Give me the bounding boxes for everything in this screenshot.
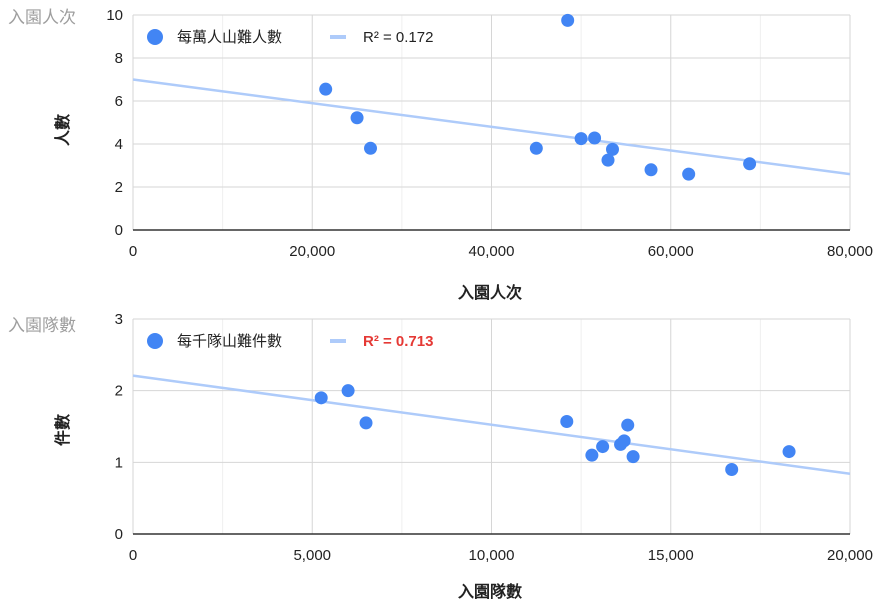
y-tick-label: 0 xyxy=(115,222,123,239)
data-point xyxy=(605,142,619,156)
chart1-x-ticks: 0 20,000 40,000 60,000 80,000 xyxy=(129,243,873,260)
y-tick-label: 4 xyxy=(115,136,123,153)
chart1-y-axis-title: 人數 xyxy=(53,114,72,146)
y-tick-label: 10 xyxy=(106,7,123,24)
y-tick-label: 8 xyxy=(115,50,123,67)
trendline xyxy=(132,374,851,476)
data-point xyxy=(529,141,543,155)
chart1-y-ticks: 0 2 4 6 8 10 xyxy=(106,7,123,239)
data-point xyxy=(560,414,574,428)
chart2-corner-label: 入園隊數 xyxy=(8,316,76,335)
chart2-grid xyxy=(132,318,851,535)
chart1-legend-r2: R² = 0.172 xyxy=(363,29,433,46)
chart-visitors: 入園人次 0 20,000 40,000 60,000 80,000 0 2 4 6 8 10 每… xyxy=(8,7,873,302)
chart1-legend-marker xyxy=(147,29,163,45)
chart-teams: 入園隊數 0 5,000 10,000 15,000 20,000 0 1 2 3 每千隊山難… xyxy=(8,311,873,600)
chart2-legend: 每千隊山難件數 R² = 0.713 xyxy=(147,333,433,350)
data-point xyxy=(682,167,696,181)
chart1-grid xyxy=(132,14,851,231)
data-point xyxy=(601,153,615,167)
chart1-x-axis-title: 入園人次 xyxy=(458,283,522,302)
data-point xyxy=(743,157,757,171)
data-point xyxy=(596,440,610,454)
data-point xyxy=(621,418,635,432)
chart2-x-axis-title: 入園隊數 xyxy=(458,582,522,600)
data-point xyxy=(364,141,378,155)
x-tick-label: 5,000 xyxy=(293,547,331,564)
chart2-legend-r2: R² = 0.713 xyxy=(363,333,433,350)
data-point xyxy=(359,416,373,430)
data-point xyxy=(350,111,364,125)
x-tick-label: 10,000 xyxy=(469,547,515,564)
data-point xyxy=(644,163,658,177)
y-tick-label: 1 xyxy=(115,454,123,471)
chart2-x-ticks: 0 5,000 10,000 15,000 20,000 xyxy=(129,547,873,564)
x-tick-label: 60,000 xyxy=(648,243,694,260)
x-tick-label: 40,000 xyxy=(469,243,515,260)
data-point xyxy=(314,391,328,405)
y-tick-label: 3 xyxy=(115,311,123,328)
data-point xyxy=(585,448,599,462)
x-tick-label: 0 xyxy=(129,243,137,260)
x-tick-label: 15,000 xyxy=(648,547,694,564)
data-point xyxy=(574,132,588,146)
data-point xyxy=(725,463,739,476)
chart1-points xyxy=(319,13,757,181)
chart2-points xyxy=(314,384,796,476)
chart1-legend: 每萬人山難人數 R² = 0.172 xyxy=(147,29,433,46)
chart2-trendline-group xyxy=(132,374,851,476)
x-tick-label: 80,000 xyxy=(827,243,873,260)
trendline xyxy=(132,78,851,176)
data-point xyxy=(588,131,602,145)
data-point xyxy=(341,384,355,398)
y-tick-label: 2 xyxy=(115,383,123,400)
chart2-y-ticks: 0 1 2 3 xyxy=(115,311,123,543)
x-tick-label: 20,000 xyxy=(289,243,335,260)
y-tick-label: 6 xyxy=(115,93,123,110)
data-point xyxy=(617,434,631,448)
chart2-legend-marker xyxy=(147,333,163,349)
data-point xyxy=(626,450,640,464)
x-tick-label: 0 xyxy=(129,547,137,564)
data-point xyxy=(782,445,796,459)
chart2-y-axis-title: 件數 xyxy=(53,414,72,446)
data-point xyxy=(319,82,333,96)
chart1-legend-series: 每萬人山難人數 xyxy=(177,29,282,46)
x-tick-label: 20,000 xyxy=(827,547,873,564)
y-tick-label: 2 xyxy=(115,179,123,196)
chart1-corner-label: 入園人次 xyxy=(8,8,76,27)
data-point xyxy=(561,13,575,27)
chart2-legend-series: 每千隊山難件數 xyxy=(177,333,282,350)
y-tick-label: 0 xyxy=(115,526,123,543)
chart1-trendline-group xyxy=(132,78,851,176)
